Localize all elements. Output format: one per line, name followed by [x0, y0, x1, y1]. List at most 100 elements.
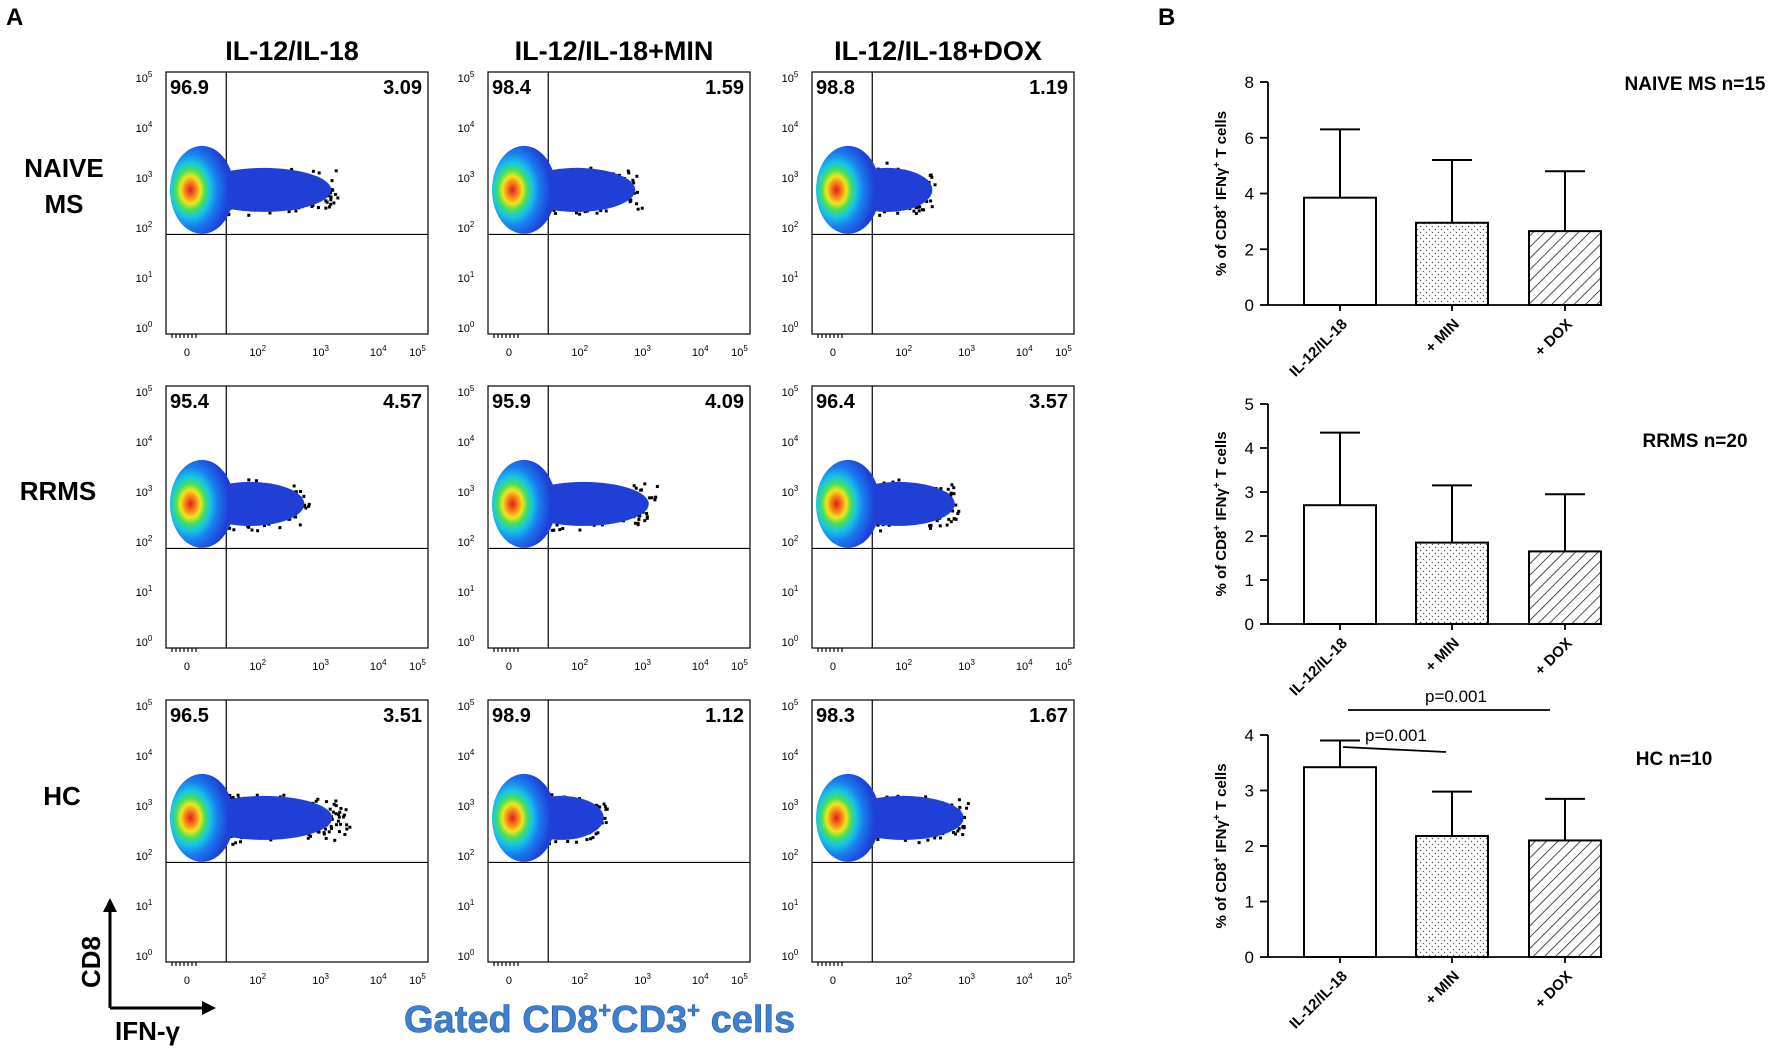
category-label: IL-12/IL-18 — [1286, 316, 1350, 380]
quadrant-upper-left: 96.5 — [170, 705, 209, 727]
x-tick-label: 0 — [506, 661, 512, 673]
y-tick-label: 104 — [458, 434, 475, 449]
y-tick-label: 103 — [136, 484, 153, 499]
flow-cytometry-grid: IL-12/IL-18 IL-12/IL-18+MIN IL-12/IL-18+DO… — [20, 36, 1075, 987]
y-tick-label: 8 — [1245, 73, 1254, 92]
x-tick-label: 102 — [571, 344, 588, 359]
y-tick-label: 100 — [136, 948, 153, 963]
x-tick-label: 105 — [1055, 344, 1072, 359]
column-header: IL-12/IL-18 — [225, 36, 359, 66]
y-tick-label: 103 — [458, 798, 475, 813]
y-axis-label: % of CD8+ IFNγ+ T cells — [1212, 111, 1230, 276]
quadrant-upper-left: 95.9 — [492, 391, 531, 413]
flow-panel: 95.9 4.09 105 104 103 102 101 100 0 102 103 104 105 — [458, 384, 751, 673]
y-tick-label: 102 — [782, 534, 799, 549]
flow-panel: 98.8 1.19 105 104 103 102 101 100 0 102 103 104 105 — [782, 70, 1075, 359]
x-tick-label: 104 — [1016, 658, 1033, 673]
x-tick-label: 103 — [634, 658, 651, 673]
x-tick-label: 102 — [895, 658, 912, 673]
chart-title: NAIVE MS n=15 — [1625, 74, 1766, 95]
panel-label-b: B — [1158, 4, 1175, 31]
y-tick-label: 100 — [136, 320, 153, 335]
x-tick-label: 104 — [370, 972, 387, 987]
quadrant-upper-right: 4.57 — [383, 391, 422, 413]
y-tick-label: 105 — [136, 70, 153, 85]
y-tick-label: 102 — [458, 220, 475, 235]
y-tick-label: 104 — [458, 748, 475, 763]
x-tick-label: 103 — [634, 344, 651, 359]
quadrant-upper-right: 1.12 — [705, 705, 744, 727]
y-tick-label: 104 — [782, 434, 799, 449]
y-tick-label: 103 — [782, 798, 799, 813]
y-tick-label: 102 — [458, 534, 475, 549]
flow-panel: 96.5 3.51 105 104 103 102 101 100 0 102 103 104 105 — [136, 698, 429, 987]
category-label: + MIN — [1422, 635, 1463, 676]
quadrant-upper-right: 3.09 — [383, 77, 422, 99]
y-tick-label: 103 — [458, 484, 475, 499]
flow-panel: 96.4 3.57 105 104 103 102 101 100 0 102 103 104 105 — [782, 384, 1075, 673]
y-tick-label: 1 — [1245, 893, 1254, 912]
x-tick-label: 104 — [370, 344, 387, 359]
y-tick-label: 0 — [1245, 948, 1254, 967]
y-tick-label: 102 — [458, 848, 475, 863]
x-tick-label: 102 — [895, 344, 912, 359]
row-label: RRMS — [20, 476, 97, 506]
flow-panel: 96.9 3.09 105 104 103 102 101 100 0 102 103 104 105 — [136, 70, 429, 359]
x-tick-label: 105 — [409, 344, 426, 359]
x-tick-label: 0 — [830, 347, 836, 359]
column-header: IL-12/IL-18+MIN — [515, 36, 714, 66]
y-tick-label: 104 — [458, 120, 475, 135]
y-tick-label: 105 — [136, 698, 153, 713]
bar-charts: 0 2 4 6 8 % of CD8+ IFNγ+ T cells IL-12/IL-18 +… — [1212, 73, 1766, 1032]
x-tick-label: 0 — [184, 975, 190, 987]
ifn-axis-label: IFN-γ — [115, 1016, 181, 1046]
y-tick-label: 105 — [458, 698, 475, 713]
y-tick-label: 103 — [136, 170, 153, 185]
y-tick-label: 102 — [782, 848, 799, 863]
y-tick-label: 2 — [1245, 527, 1254, 546]
p-value: p=0.001 — [1425, 687, 1487, 706]
category-label: + MIN — [1422, 316, 1463, 357]
x-tick-label: 103 — [312, 972, 329, 987]
y-tick-label: 105 — [458, 70, 475, 85]
y-tick-label: 103 — [458, 170, 475, 185]
y-tick-label: 4 — [1245, 439, 1254, 458]
y-tick-label: 100 — [782, 948, 799, 963]
x-tick-label: 104 — [370, 658, 387, 673]
x-tick-label: 103 — [312, 344, 329, 359]
quadrant-upper-right: 1.19 — [1029, 77, 1068, 99]
y-tick-label: 4 — [1245, 185, 1254, 204]
bar — [1303, 766, 1377, 958]
row-label: NAIVE MS — [24, 153, 103, 219]
x-tick-label: 103 — [958, 344, 975, 359]
x-tick-label: 104 — [692, 658, 709, 673]
quadrant-upper-left: 98.8 — [816, 77, 855, 99]
x-tick-label: 102 — [571, 658, 588, 673]
bar — [1528, 839, 1602, 959]
quadrant-upper-left: 98.9 — [492, 705, 531, 727]
category-label: IL-12/IL-18 — [1286, 968, 1350, 1032]
x-tick-label: 103 — [958, 658, 975, 673]
quadrant-upper-left: 98.4 — [492, 77, 532, 99]
y-tick-label: 101 — [458, 270, 475, 285]
quadrant-upper-right: 4.09 — [705, 391, 744, 413]
y-tick-label: 104 — [782, 120, 799, 135]
quadrant-upper-left: 96.9 — [170, 77, 209, 99]
y-tick-label: 103 — [782, 484, 799, 499]
significance-line — [1342, 746, 1447, 753]
y-tick-label: 102 — [136, 534, 153, 549]
quadrant-upper-right: 3.51 — [383, 705, 422, 727]
y-tick-label: 4 — [1245, 726, 1254, 745]
x-tick-label: 0 — [506, 347, 512, 359]
bar — [1528, 550, 1602, 626]
category-label: + DOX — [1532, 968, 1576, 1012]
x-tick-label: 0 — [830, 975, 836, 987]
x-tick-label: 102 — [571, 972, 588, 987]
y-tick-label: 101 — [458, 898, 475, 913]
y-tick-label: 100 — [458, 634, 475, 649]
y-tick-label: 104 — [136, 434, 153, 449]
y-tick-label: 102 — [136, 220, 153, 235]
gated-label: Gated CD8+CD3+ cells — [404, 998, 795, 1041]
quadrant-upper-left: 98.3 — [816, 705, 855, 727]
x-tick-label: 104 — [692, 972, 709, 987]
